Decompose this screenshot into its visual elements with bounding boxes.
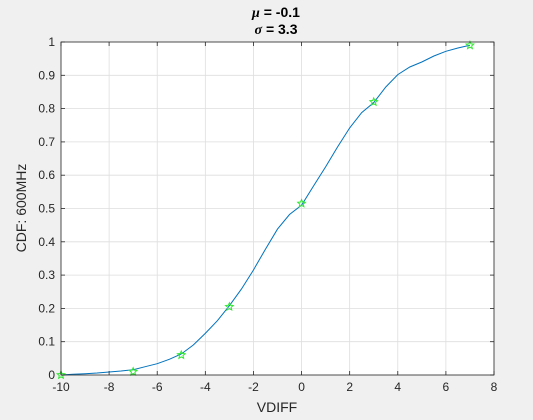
y-axis-label: CDF: 600MHz bbox=[13, 164, 29, 253]
data-point-star bbox=[128, 366, 139, 376]
x-tick-label: -8 bbox=[104, 380, 115, 394]
sigma-value: = 3.3 bbox=[262, 21, 298, 37]
y-tick-label: 1 bbox=[48, 35, 55, 49]
data-point-star bbox=[464, 40, 475, 50]
x-tick-label: 0 bbox=[298, 380, 305, 394]
x-axis-label: VDIFF bbox=[257, 399, 297, 415]
x-tick-label: -10 bbox=[52, 380, 70, 394]
data-point-star bbox=[176, 349, 187, 360]
y-tick-label: 0.1 bbox=[38, 335, 55, 349]
y-tick-label: 0.8 bbox=[38, 102, 55, 116]
chart-title-line-2: σ = 3.3 bbox=[255, 21, 298, 38]
ticks: -10 -8 -6 -4 -2 0 2 4 6 8 0 0.1 0.2 0.3 0.4 0.5 0.6 0.7 0.… bbox=[38, 35, 497, 394]
data-point-star bbox=[368, 96, 379, 107]
x-tick-label: -2 bbox=[248, 380, 259, 394]
data-point-star bbox=[55, 369, 67, 380]
y-tick-label: 0.9 bbox=[38, 68, 55, 82]
y-tick-label: 0.3 bbox=[38, 268, 55, 282]
y-tick-label: 0.5 bbox=[38, 202, 55, 216]
x-tick-label: 4 bbox=[394, 380, 401, 394]
y-tick-label: 0.6 bbox=[38, 168, 55, 182]
sigma-symbol: σ bbox=[255, 23, 263, 38]
x-tick-label: 2 bbox=[346, 380, 353, 394]
y-tick-label: 0.7 bbox=[38, 135, 55, 149]
y-tick-label: 0 bbox=[48, 368, 55, 382]
chart-title-line-1: μ = -0.1 bbox=[251, 4, 300, 21]
x-tick-label: -6 bbox=[152, 380, 163, 394]
x-tick-label: -4 bbox=[200, 380, 211, 394]
y-tick-label: 0.2 bbox=[38, 301, 55, 315]
x-tick-label: 6 bbox=[443, 380, 450, 394]
mu-symbol: μ bbox=[251, 6, 260, 21]
data-point-star bbox=[224, 301, 235, 312]
mu-value: = -0.1 bbox=[260, 4, 300, 20]
series-layer bbox=[55, 40, 475, 380]
data-point-star bbox=[296, 198, 307, 208]
x-tick-label: 8 bbox=[491, 380, 498, 394]
y-tick-label: 0.4 bbox=[38, 235, 55, 249]
